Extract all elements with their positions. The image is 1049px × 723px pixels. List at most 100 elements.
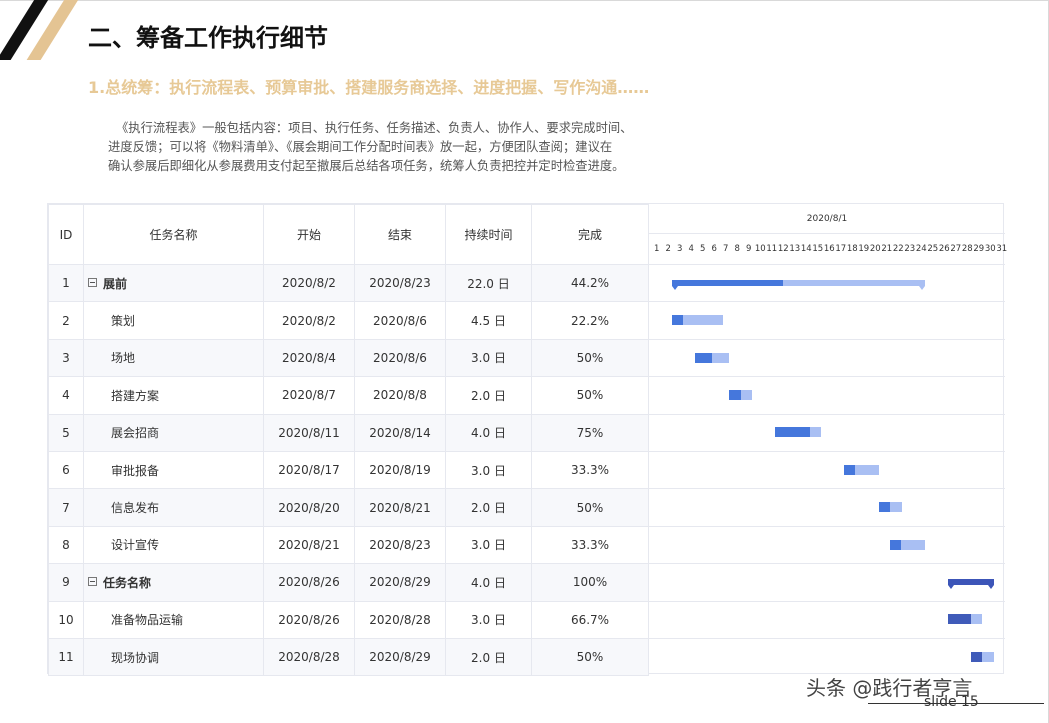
cell-end: 2020/8/23 — [354, 525, 446, 565]
cell-complete: 50% — [531, 338, 649, 378]
gantt-row-line — [648, 338, 1005, 340]
cell-duration: 3.0 日 — [445, 338, 532, 378]
gantt-row-line — [648, 264, 1005, 265]
table-row[interactable]: 5 展会招商 2020/8/11 2020/8/14 4.0 日 75% — [48, 413, 649, 452]
cell-complete: 100% — [531, 563, 649, 602]
gantt-task-bar[interactable] — [729, 389, 752, 400]
table-row[interactable]: 1 展前 2020/8/2 2020/8/23 22.0 日 44.2% — [48, 263, 649, 303]
cell-complete: 44.2% — [531, 263, 649, 303]
gantt-table: ID 任务名称 开始 结束 持续时间 完成 1 展前 2020/8/2 2020/8/… — [47, 203, 1007, 677]
gantt-task-bar[interactable] — [947, 614, 982, 625]
gantt-day-label: 15 — [812, 244, 824, 254]
gantt-progress-fill — [890, 539, 902, 550]
gantt-task-bar[interactable] — [694, 352, 729, 363]
cell-task-name: 设计宣传 — [83, 525, 264, 565]
cell-complete: 50% — [531, 488, 649, 527]
gantt-day-label: 31 — [996, 244, 1008, 254]
gantt-day-label: 11 — [766, 244, 778, 254]
gantt-day-label: 2 — [665, 244, 671, 254]
header-complete: 完成 — [531, 204, 649, 265]
cell-end: 2020/8/21 — [354, 488, 446, 527]
task-name-text: 展会招商 — [111, 426, 160, 441]
cell-start: 2020/8/26 — [263, 600, 355, 639]
gantt-day-label: 24 — [915, 244, 927, 254]
cell-complete: 22.2% — [531, 301, 649, 340]
gantt-progress-fill — [729, 389, 741, 400]
gantt-day-label: 3 — [677, 244, 683, 254]
gantt-row-line — [648, 301, 1005, 303]
table-row[interactable]: 3 场地 2020/8/4 2020/8/6 3.0 日 50% — [48, 338, 649, 378]
gantt-task-bar[interactable] — [878, 502, 902, 513]
gantt-day-label: 8 — [734, 244, 740, 254]
gantt-progress-fill — [844, 464, 856, 475]
cell-start: 2020/8/21 — [263, 525, 355, 565]
header-end: 结束 — [354, 204, 446, 265]
cell-task-name: 任务名称 — [83, 563, 264, 602]
gantt-day-label: 27 — [950, 244, 962, 254]
gantt-day-label: 30 — [984, 244, 996, 254]
gantt-summary-bar[interactable] — [671, 279, 925, 290]
collapse-toggle-icon[interactable] — [88, 576, 97, 586]
gantt-row-line — [648, 376, 1005, 378]
header-duration: 持续时间 — [445, 204, 532, 265]
gantt-task-bar[interactable] — [844, 464, 879, 475]
gantt-day-label: 29 — [973, 244, 985, 254]
gantt-row-line — [648, 638, 1005, 639]
gantt-month-label: 2020/8/1 — [648, 204, 1005, 234]
cell-duration: 3.0 日 — [445, 600, 532, 639]
cell-start: 2020/8/26 — [263, 563, 355, 602]
cell-duration: 4.0 日 — [445, 413, 532, 452]
cell-id: 10 — [48, 600, 84, 639]
table-header-row: ID 任务名称 开始 结束 持续时间 完成 — [48, 204, 649, 265]
cell-task-name: 信息发布 — [83, 488, 264, 527]
gantt-row-line — [648, 563, 1005, 565]
corner-stripes-decoration — [0, 0, 80, 60]
table-row[interactable]: 4 搭建方案 2020/8/7 2020/8/8 2.0 日 50% — [48, 376, 649, 415]
description-line: 进度反馈；可以将《物料清单》、《展会期间工作分配时间表》放一起，方便团队查阅；建… — [108, 140, 613, 154]
gantt-progress-fill — [947, 614, 971, 625]
slide-number: slide 15 — [924, 694, 979, 710]
table-row[interactable]: 10 准备物品运输 2020/8/26 2020/8/28 3.0 日 66.7% — [48, 600, 649, 639]
cell-start: 2020/8/2 — [263, 263, 355, 303]
gantt-day-label: 21 — [881, 244, 893, 254]
cell-end: 2020/8/19 — [354, 450, 446, 490]
gantt-day-label: 12 — [777, 244, 789, 254]
table-row[interactable]: 2 策划 2020/8/2 2020/8/6 4.5 日 22.2% — [48, 301, 649, 340]
cell-task-name: 策划 — [83, 301, 264, 340]
watermark-text: 头条 @践行者亨言 — [806, 676, 973, 700]
cell-start: 2020/8/20 — [263, 488, 355, 527]
table-row[interactable]: 7 信息发布 2020/8/20 2020/8/21 2.0 日 50% — [48, 488, 649, 527]
task-name-text: 搭建方案 — [111, 388, 160, 403]
cell-id: 9 — [48, 563, 84, 602]
table-row[interactable]: 6 审批报备 2020/8/17 2020/8/19 3.0 日 33.3% — [48, 450, 649, 490]
cell-duration: 3.0 日 — [445, 525, 532, 565]
table-row[interactable]: 8 设计宣传 2020/8/21 2020/8/23 3.0 日 33.3% — [48, 525, 649, 565]
task-name-text: 展前 — [103, 276, 128, 291]
gantt-task-bar[interactable] — [671, 315, 724, 326]
task-name-text: 任务名称 — [103, 575, 152, 590]
collapse-toggle-icon[interactable] — [88, 277, 97, 287]
gantt-day-label: 5 — [700, 244, 706, 254]
cell-id: 8 — [48, 525, 84, 565]
cell-end: 2020/8/8 — [354, 376, 446, 415]
table-row[interactable]: 11 现场协调 2020/8/28 2020/8/29 2.0 日 50% — [48, 637, 649, 677]
cell-id: 11 — [48, 637, 84, 677]
gantt-task-bar[interactable] — [775, 427, 821, 438]
gantt-task-bar[interactable] — [970, 651, 994, 662]
cell-start: 2020/8/7 — [263, 376, 355, 415]
cell-id: 5 — [48, 413, 84, 452]
gantt-day-label: 16 — [823, 244, 835, 254]
cell-end: 2020/8/29 — [354, 637, 446, 677]
cell-complete: 33.3% — [531, 450, 649, 490]
table-row[interactable]: 9 任务名称 2020/8/26 2020/8/29 4.0 日 100% — [48, 563, 649, 602]
cell-task-name: 现场协调 — [83, 637, 264, 677]
cell-task-name: 场地 — [83, 338, 264, 378]
task-name-text: 准备物品运输 — [111, 613, 184, 628]
gantt-task-bar[interactable] — [890, 539, 925, 550]
header-id: ID — [48, 204, 84, 265]
gantt-summary-bar[interactable] — [947, 578, 994, 589]
summary-cap-left — [671, 285, 678, 290]
cell-end: 2020/8/29 — [354, 563, 446, 602]
cell-duration: 22.0 日 — [445, 263, 532, 303]
gantt-row-line — [648, 600, 1005, 602]
